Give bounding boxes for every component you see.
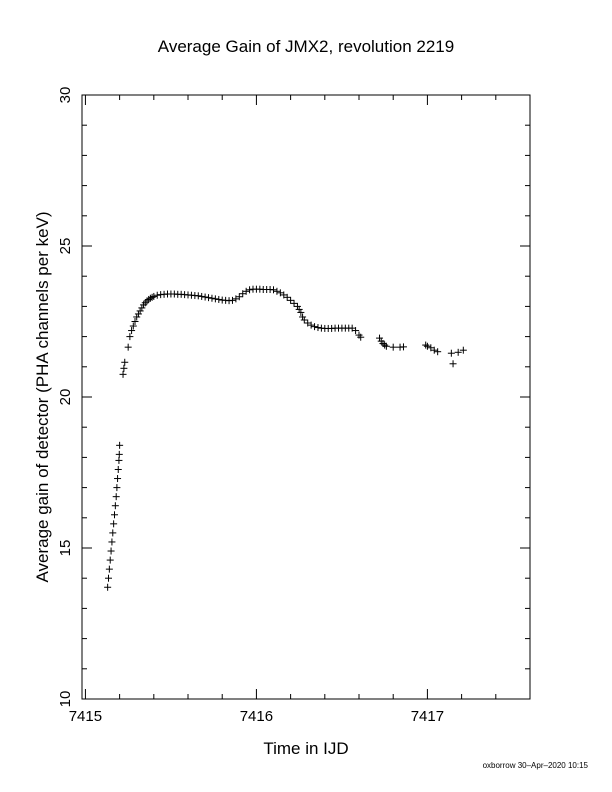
data-point bbox=[208, 294, 216, 302]
data-point bbox=[108, 538, 116, 546]
data-points bbox=[104, 285, 467, 591]
data-point bbox=[134, 310, 142, 318]
data-point bbox=[111, 502, 119, 510]
data-point bbox=[136, 307, 144, 315]
axis-ticks bbox=[82, 94, 531, 700]
footer-credit: oxborrow 30–Apr–2020 10:15 bbox=[483, 761, 589, 770]
data-point bbox=[119, 370, 127, 378]
plot-frame bbox=[81, 94, 531, 700]
data-point bbox=[357, 333, 365, 341]
data-point bbox=[287, 296, 295, 304]
data-point bbox=[211, 295, 219, 303]
data-point bbox=[454, 348, 462, 356]
data-point bbox=[131, 318, 139, 325]
data-point bbox=[300, 316, 308, 324]
data-point bbox=[228, 296, 236, 304]
data-point bbox=[246, 286, 254, 294]
data-point bbox=[194, 292, 202, 300]
y-tick-label: 20 bbox=[57, 389, 74, 406]
data-point bbox=[141, 299, 149, 307]
data-point bbox=[201, 293, 209, 301]
data-point bbox=[124, 343, 132, 351]
x-tick-label: 7417 bbox=[411, 708, 444, 725]
data-point bbox=[389, 343, 397, 351]
data-point bbox=[311, 323, 319, 331]
data-point bbox=[150, 292, 158, 300]
data-point bbox=[314, 324, 322, 332]
data-point bbox=[235, 293, 243, 301]
data-point bbox=[113, 484, 121, 492]
x-tick-labels: 7415 7416 7417 bbox=[69, 708, 444, 725]
data-point bbox=[138, 304, 146, 312]
data-point bbox=[299, 313, 307, 321]
data-point bbox=[270, 286, 278, 294]
data-point bbox=[106, 556, 114, 564]
data-point bbox=[105, 565, 113, 573]
x-tick-label: 7416 bbox=[240, 708, 273, 725]
data-point bbox=[128, 327, 136, 335]
data-point bbox=[133, 313, 141, 321]
data-point bbox=[205, 294, 213, 302]
data-point bbox=[114, 475, 122, 483]
x-axis-label: Time in IJD bbox=[263, 739, 348, 758]
data-point bbox=[295, 305, 303, 313]
data-point bbox=[114, 465, 122, 473]
data-point bbox=[126, 333, 134, 341]
data-point bbox=[115, 450, 123, 458]
data-point bbox=[399, 343, 407, 351]
data-point bbox=[293, 302, 301, 310]
data-point bbox=[434, 348, 442, 356]
data-point bbox=[110, 511, 118, 519]
data-point bbox=[153, 291, 161, 299]
data-point bbox=[104, 583, 112, 591]
data-point bbox=[109, 529, 117, 537]
data-point bbox=[376, 334, 384, 342]
data-point bbox=[116, 441, 124, 449]
y-tick-label: 30 bbox=[57, 87, 74, 104]
data-point bbox=[146, 294, 154, 302]
data-point bbox=[148, 293, 156, 301]
data-point bbox=[198, 292, 206, 300]
data-point bbox=[129, 322, 137, 330]
data-point bbox=[242, 287, 250, 295]
data-point bbox=[120, 364, 128, 372]
data-point bbox=[110, 520, 118, 528]
data-point bbox=[352, 327, 360, 335]
y-tick-labels: 10 15 20 25 30 bbox=[57, 87, 74, 708]
chart-title: Average Gain of JMX2, revolution 2219 bbox=[158, 37, 454, 56]
data-point bbox=[381, 341, 389, 349]
data-point bbox=[307, 321, 315, 329]
data-point bbox=[107, 547, 115, 555]
data-point bbox=[273, 287, 281, 295]
data-point bbox=[290, 299, 298, 307]
y-axis-label: Average gain of detector (PHA channels p… bbox=[33, 211, 52, 582]
data-point bbox=[449, 360, 457, 368]
data-point bbox=[112, 493, 120, 501]
y-tick-label: 25 bbox=[57, 238, 74, 255]
data-point bbox=[297, 308, 305, 316]
data-point bbox=[105, 574, 113, 582]
y-tick-label: 10 bbox=[57, 691, 74, 708]
data-point bbox=[422, 341, 430, 349]
x-tick-label: 7415 bbox=[69, 708, 102, 725]
data-point bbox=[459, 346, 467, 354]
data-point bbox=[430, 346, 438, 354]
data-point bbox=[447, 349, 455, 357]
y-tick-label: 15 bbox=[57, 540, 74, 557]
data-point bbox=[121, 358, 129, 366]
data-point bbox=[115, 456, 123, 464]
data-point bbox=[283, 293, 291, 301]
data-point bbox=[382, 342, 390, 350]
data-point bbox=[423, 342, 431, 350]
data-point bbox=[215, 295, 223, 303]
